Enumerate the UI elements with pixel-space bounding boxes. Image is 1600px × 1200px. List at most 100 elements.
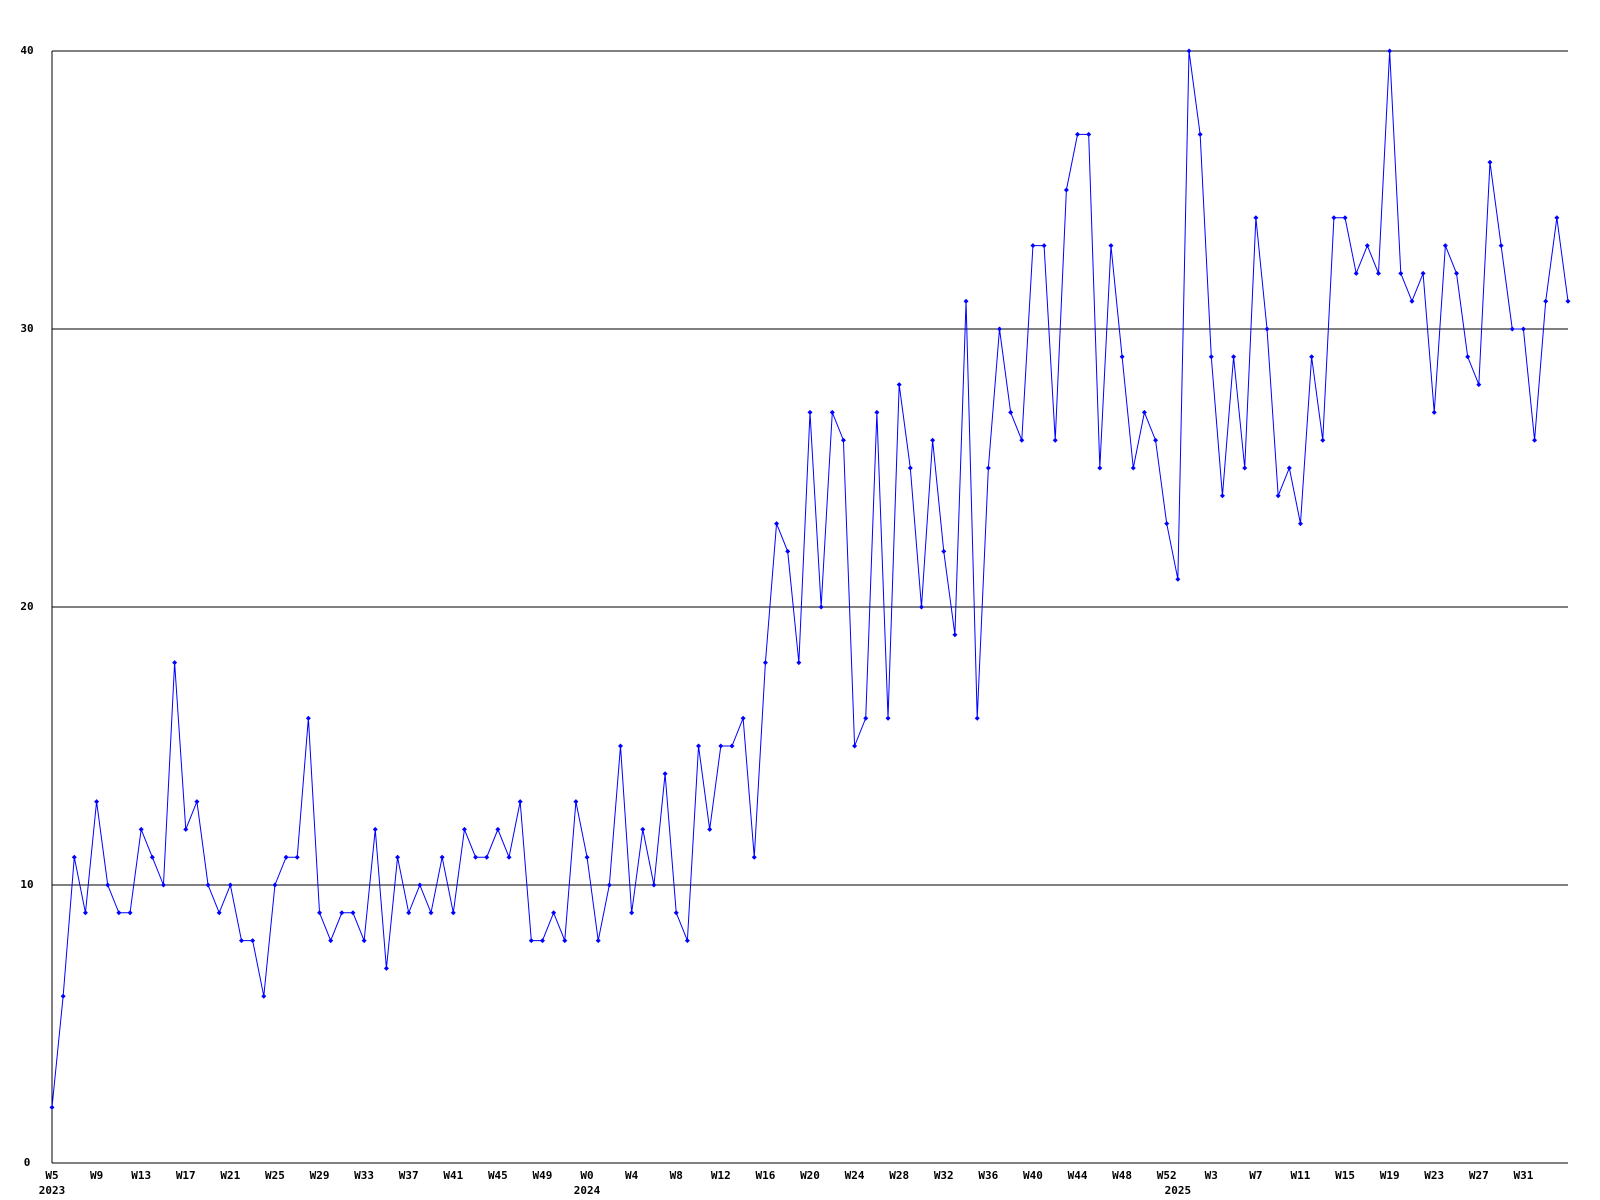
data-point [997, 326, 1002, 332]
data-point [807, 409, 813, 415]
data-point [1487, 159, 1493, 165]
data-point [673, 910, 679, 916]
data-point [762, 660, 768, 666]
x-year-label: 2025 [1165, 1184, 1192, 1197]
x-tick-label: W8 [670, 1169, 683, 1182]
data-point [283, 854, 289, 860]
data-point [985, 465, 991, 471]
data-point [506, 854, 512, 860]
data-point [896, 382, 902, 388]
x-tick-label: W37 [399, 1169, 419, 1182]
data-point [294, 854, 300, 860]
x-tick-label: W12 [711, 1169, 731, 1182]
y-tick-label: 30 [20, 322, 33, 335]
data-point [595, 938, 601, 944]
data-point [1364, 243, 1370, 249]
data-point [450, 910, 456, 916]
data-point [528, 938, 534, 944]
data-point [1197, 131, 1203, 137]
data-point [183, 826, 189, 832]
x-tick-label: W20 [800, 1169, 820, 1182]
data-point [1286, 465, 1292, 471]
data-point [1052, 437, 1058, 443]
data-point [963, 298, 969, 304]
data-point [1565, 298, 1571, 304]
data-point [863, 715, 869, 721]
data-point [818, 604, 824, 610]
data-point [372, 826, 378, 832]
x-tick-label: W33 [354, 1169, 374, 1182]
x-tick-label: W28 [889, 1169, 909, 1182]
data-point [684, 938, 690, 944]
x-tick-label: W17 [176, 1169, 196, 1182]
data-point [1019, 437, 1025, 443]
x-tick-label: W19 [1380, 1169, 1400, 1182]
x-tick-label: W32 [934, 1169, 954, 1182]
data-point [1309, 354, 1315, 360]
data-point [350, 910, 356, 916]
x-tick-label: W45 [488, 1169, 508, 1182]
data-point [1208, 354, 1214, 360]
data-point [629, 910, 635, 916]
data-point [1253, 215, 1259, 221]
x-tick-label: W40 [1023, 1169, 1043, 1182]
data-point [1008, 409, 1014, 415]
x-tick-label: W0 [580, 1169, 593, 1182]
data-point [239, 938, 244, 944]
data-point [941, 548, 947, 554]
data-point [1554, 215, 1560, 221]
x-tick-label: W36 [978, 1169, 998, 1182]
data-point [71, 854, 77, 860]
data-point [974, 715, 980, 721]
data-point [1353, 270, 1359, 276]
x-tick-label: W49 [533, 1169, 553, 1182]
data-point [840, 437, 846, 443]
data-point [1030, 243, 1036, 249]
data-point [127, 910, 133, 916]
data-point [662, 771, 668, 777]
data-point [94, 799, 100, 805]
data-point [606, 882, 612, 888]
data-point [339, 910, 345, 916]
data-point [1231, 354, 1237, 360]
data-point [1409, 298, 1415, 304]
x-tick-label: W5 [45, 1169, 58, 1182]
data-point [874, 409, 880, 415]
x-tick-label: W41 [443, 1169, 463, 1182]
data-point [751, 854, 757, 860]
data-point [1186, 48, 1192, 54]
data-point [718, 743, 724, 749]
data-point [1509, 326, 1515, 332]
data-point [1454, 270, 1460, 276]
data-point [907, 465, 913, 471]
data-point [852, 743, 858, 749]
data-point [785, 548, 791, 554]
data-point [539, 938, 545, 944]
x-tick-label: W25 [265, 1169, 285, 1182]
data-point [1532, 437, 1538, 443]
data-point [740, 715, 746, 721]
data-point [1476, 382, 1482, 388]
y-tick-label: 40 [20, 44, 33, 57]
data-point [1398, 270, 1404, 276]
data-point [395, 854, 401, 860]
x-tick-label: W31 [1513, 1169, 1533, 1182]
data-point [1175, 576, 1181, 582]
x-tick-label: W11 [1291, 1169, 1311, 1182]
data-point [562, 938, 568, 944]
data-point [707, 826, 713, 832]
data-point [829, 409, 835, 415]
data-point [774, 521, 780, 527]
data-point [1320, 437, 1326, 443]
data-point [160, 882, 166, 888]
data-point [1275, 493, 1281, 499]
data-point [439, 854, 445, 860]
data-point [573, 799, 579, 805]
data-point [1387, 48, 1393, 54]
data-point [328, 938, 334, 944]
x-tick-label: W16 [755, 1169, 775, 1182]
data-point [1331, 215, 1337, 221]
x-tick-label: W23 [1424, 1169, 1444, 1182]
data-point [1242, 465, 1248, 471]
